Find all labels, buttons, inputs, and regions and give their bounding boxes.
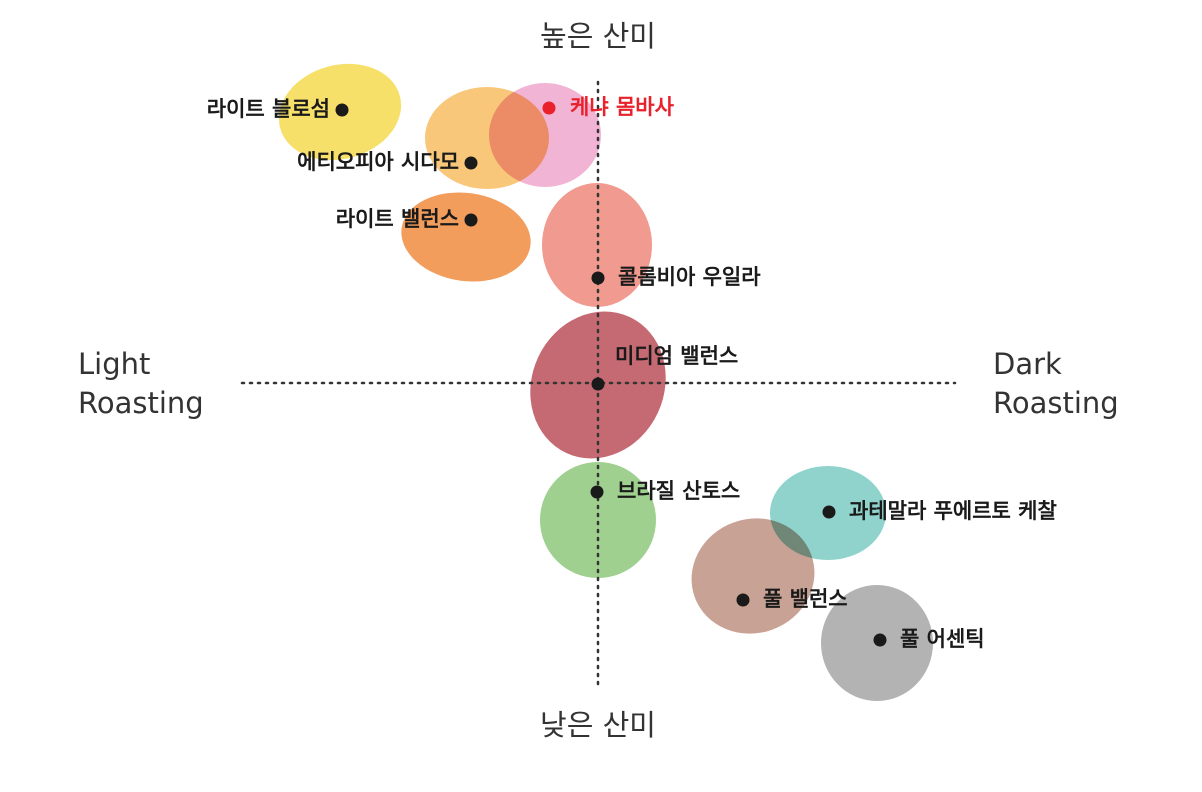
axis-left: Light [78, 347, 150, 381]
node-dot [590, 485, 604, 499]
node-dot [873, 633, 887, 647]
node-dot [464, 156, 478, 170]
node-dot [591, 377, 605, 391]
blob [542, 183, 652, 307]
node-dot [335, 103, 349, 117]
node-dot [591, 271, 605, 285]
node-dot [736, 593, 750, 607]
blob [691, 518, 815, 634]
blob [489, 83, 601, 187]
node-label: 케냐 몸바사 [570, 95, 675, 119]
axis-bottom: 낮은 산미 [540, 708, 656, 742]
blob [540, 462, 656, 578]
node-label: 풀 어센틱 [900, 627, 985, 651]
node-label: 브라질 산토스 [617, 479, 740, 503]
node-label: 라이트 밸런스 [336, 207, 459, 231]
blobs [278, 63, 933, 701]
axis-top: 높은 산미 [540, 19, 656, 53]
node-label: 과테말라 푸에르토 케찰 [849, 499, 1057, 523]
node-dot [542, 101, 556, 115]
node-dot [464, 213, 478, 227]
node-label: 콜롬비아 우일라 [618, 265, 761, 289]
axis-right: Roasting [993, 386, 1119, 420]
blob [401, 192, 531, 282]
axis-left: Roasting [78, 386, 204, 420]
node-label: 라이트 블로섬 [207, 97, 330, 121]
node-label: 에티오피아 시다모 [297, 150, 459, 174]
axis-right: Dark [993, 347, 1062, 381]
node-label: 미디엄 밸런스 [615, 344, 738, 368]
node-label: 풀 밸런스 [763, 587, 848, 611]
node-dot [822, 505, 836, 519]
